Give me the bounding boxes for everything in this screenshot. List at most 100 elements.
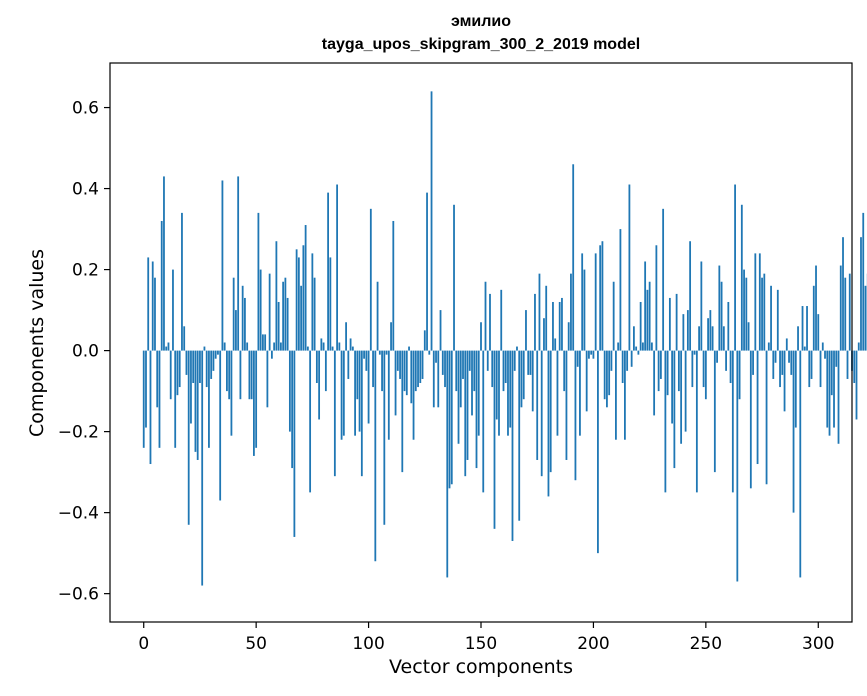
- bar: [457, 350, 460, 444]
- bar: [763, 273, 766, 351]
- bar: [421, 350, 424, 379]
- bar: [727, 301, 730, 351]
- y-axis-label: Components values: [26, 248, 48, 438]
- bar: [747, 322, 750, 351]
- x-tick-label: 0: [138, 634, 149, 654]
- bar: [664, 350, 667, 493]
- bar: [181, 212, 183, 351]
- bar: [239, 350, 242, 400]
- bar: [680, 350, 683, 444]
- bar: [163, 176, 165, 351]
- bar: [226, 350, 228, 392]
- bar: [214, 350, 217, 359]
- bar: [531, 350, 534, 412]
- bar: [255, 350, 258, 448]
- bar: [412, 350, 415, 440]
- bar: [378, 350, 381, 355]
- bar: [686, 310, 689, 351]
- bar: [387, 350, 390, 440]
- bar: [525, 310, 527, 351]
- bar: [459, 350, 462, 408]
- bar: [333, 350, 336, 477]
- bar: [151, 261, 154, 351]
- x-tick-label: 50: [245, 634, 267, 654]
- bar: [502, 350, 505, 392]
- bar: [468, 350, 471, 371]
- bar: [601, 241, 604, 351]
- bar: [543, 318, 545, 351]
- bar: [554, 338, 557, 351]
- bar: [617, 342, 620, 351]
- bar: [779, 350, 781, 388]
- bar: [646, 289, 649, 351]
- bar: [801, 306, 804, 351]
- bar: [455, 350, 458, 392]
- bar: [808, 350, 811, 388]
- bar: [637, 350, 640, 355]
- bar: [749, 350, 752, 489]
- bar: [731, 350, 734, 493]
- bar: [253, 350, 255, 456]
- bar: [196, 350, 199, 460]
- bar: [716, 350, 718, 363]
- bar: [734, 184, 736, 351]
- bar: [819, 350, 822, 388]
- bar: [237, 176, 240, 351]
- x-tick-label: 300: [802, 634, 834, 654]
- bar: [205, 350, 208, 388]
- x-tick-label: 150: [465, 634, 497, 654]
- bar: [304, 225, 307, 351]
- bar: [293, 350, 296, 537]
- bar: [752, 350, 754, 375]
- bar: [324, 350, 327, 392]
- bar: [659, 350, 662, 379]
- bar: [828, 350, 831, 436]
- bar: [648, 281, 651, 351]
- bar: [376, 281, 379, 351]
- bar: [360, 350, 363, 477]
- bar: [401, 350, 404, 473]
- bar: [392, 220, 395, 351]
- bar: [633, 326, 635, 351]
- bar: [446, 350, 449, 578]
- bar: [761, 277, 763, 351]
- bar: [340, 350, 343, 440]
- bar: [536, 350, 539, 460]
- bar: [522, 350, 525, 400]
- bar: [351, 346, 354, 351]
- bar: [722, 326, 725, 351]
- bar: [489, 293, 491, 351]
- bar: [385, 350, 388, 355]
- y-tick-label: −0.2: [58, 423, 99, 443]
- bar: [491, 350, 494, 388]
- bar: [374, 350, 377, 562]
- bar: [464, 350, 467, 477]
- bar: [145, 350, 147, 428]
- bar: [597, 350, 599, 554]
- bar: [662, 208, 665, 351]
- bar: [675, 293, 678, 351]
- bar: [774, 350, 777, 363]
- bar: [509, 350, 512, 428]
- bar: [529, 350, 532, 375]
- bar: [435, 350, 437, 363]
- bar: [408, 346, 410, 351]
- x-tick-label: 100: [352, 634, 384, 654]
- bar: [484, 281, 487, 351]
- bar: [572, 164, 575, 351]
- bar: [810, 350, 813, 379]
- x-axis-label: Vector components: [389, 656, 573, 678]
- bar: [367, 350, 370, 424]
- bar: [329, 257, 332, 351]
- bar: [792, 350, 795, 513]
- bar: [462, 350, 464, 379]
- bar: [844, 277, 847, 351]
- bars-group: [142, 91, 867, 586]
- bar: [736, 350, 739, 582]
- bar: [244, 297, 246, 351]
- bar: [702, 350, 705, 388]
- bar: [320, 338, 323, 351]
- bar: [556, 350, 559, 436]
- bar: [403, 350, 406, 392]
